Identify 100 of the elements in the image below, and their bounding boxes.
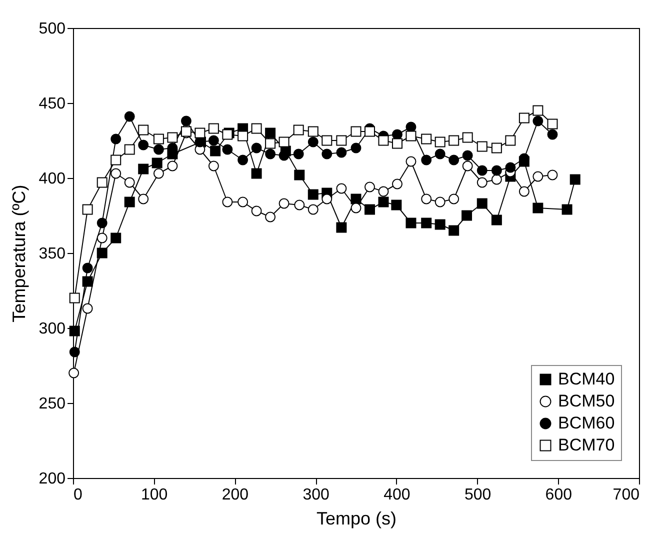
point (222, 144, 233, 155)
point (350, 142, 362, 154)
point (293, 148, 304, 160)
legend-label: BCM50 (558, 392, 615, 410)
point (476, 141, 488, 152)
point (378, 196, 389, 208)
point (69, 346, 80, 358)
point (82, 204, 93, 215)
x-tick-label: 300 (302, 486, 330, 504)
point (462, 132, 473, 143)
point (505, 162, 516, 173)
point (124, 144, 135, 155)
point (138, 124, 149, 136)
x-tick-label: 700 (612, 486, 640, 504)
point (96, 248, 108, 258)
point (364, 204, 375, 215)
y-axis-title: Temperatura (ºC) (8, 184, 29, 322)
point (570, 174, 580, 185)
point (491, 165, 502, 176)
point (336, 222, 347, 233)
point (124, 196, 135, 208)
point (421, 154, 432, 166)
point (124, 111, 135, 122)
point (294, 170, 305, 180)
point (392, 129, 402, 140)
point (462, 150, 473, 161)
point (251, 168, 262, 179)
point (406, 122, 416, 132)
y-tick-label: 450 (38, 96, 66, 112)
legend-label: BCM40 (558, 370, 615, 388)
point (208, 123, 219, 134)
point (153, 134, 164, 144)
point (308, 126, 318, 137)
point (69, 292, 80, 304)
point (265, 148, 276, 160)
point (110, 232, 122, 244)
point (167, 160, 178, 172)
y-tick-label: 350 (38, 246, 66, 262)
x-tick-label: 0 (74, 486, 82, 504)
point (238, 130, 248, 142)
point (293, 124, 304, 136)
point (532, 105, 544, 116)
point (152, 158, 162, 168)
point (448, 225, 460, 236)
point (350, 126, 362, 137)
point (308, 136, 318, 148)
point (434, 136, 446, 148)
point (547, 129, 558, 140)
point (278, 136, 290, 148)
point (153, 144, 164, 155)
point (208, 135, 219, 146)
y-tick-label: 500 (38, 20, 66, 38)
y-tick-label: 300 (38, 320, 66, 338)
legend-label: BCM60 (558, 414, 615, 432)
point (138, 164, 149, 174)
point (308, 189, 318, 200)
point (265, 138, 276, 149)
point (391, 200, 402, 210)
point (265, 128, 276, 138)
point (322, 135, 332, 146)
point (406, 218, 416, 228)
point (434, 148, 446, 160)
point (82, 262, 93, 274)
x-tick-label: 400 (384, 486, 410, 504)
y-tick-label: 200 (38, 470, 66, 488)
point (491, 142, 502, 154)
point (421, 218, 432, 228)
point (505, 135, 516, 146)
x-tick-label: 200 (222, 486, 249, 504)
y-tick-label: 400 (38, 170, 66, 188)
point (392, 138, 402, 149)
point (476, 198, 488, 209)
point (448, 135, 460, 146)
point (278, 150, 290, 161)
point (532, 202, 544, 214)
point (110, 154, 122, 166)
point (322, 194, 332, 204)
point (378, 135, 389, 146)
point (238, 154, 248, 166)
point (138, 140, 149, 150)
legend-label: BCM70 (558, 436, 615, 454)
point (518, 112, 530, 124)
point (194, 128, 206, 138)
point (434, 219, 446, 230)
point (462, 210, 472, 221)
point (562, 204, 572, 215)
point (491, 214, 502, 226)
point (336, 135, 347, 146)
point (364, 126, 375, 137)
point (210, 146, 221, 156)
x-tick-label: 100 (141, 486, 168, 504)
point (406, 130, 416, 142)
point (180, 116, 192, 126)
point (82, 276, 93, 287)
point (110, 134, 122, 144)
point (532, 116, 544, 126)
x-tick-label: 500 (464, 486, 492, 504)
point (476, 165, 488, 176)
point (336, 147, 347, 158)
point (251, 123, 262, 134)
